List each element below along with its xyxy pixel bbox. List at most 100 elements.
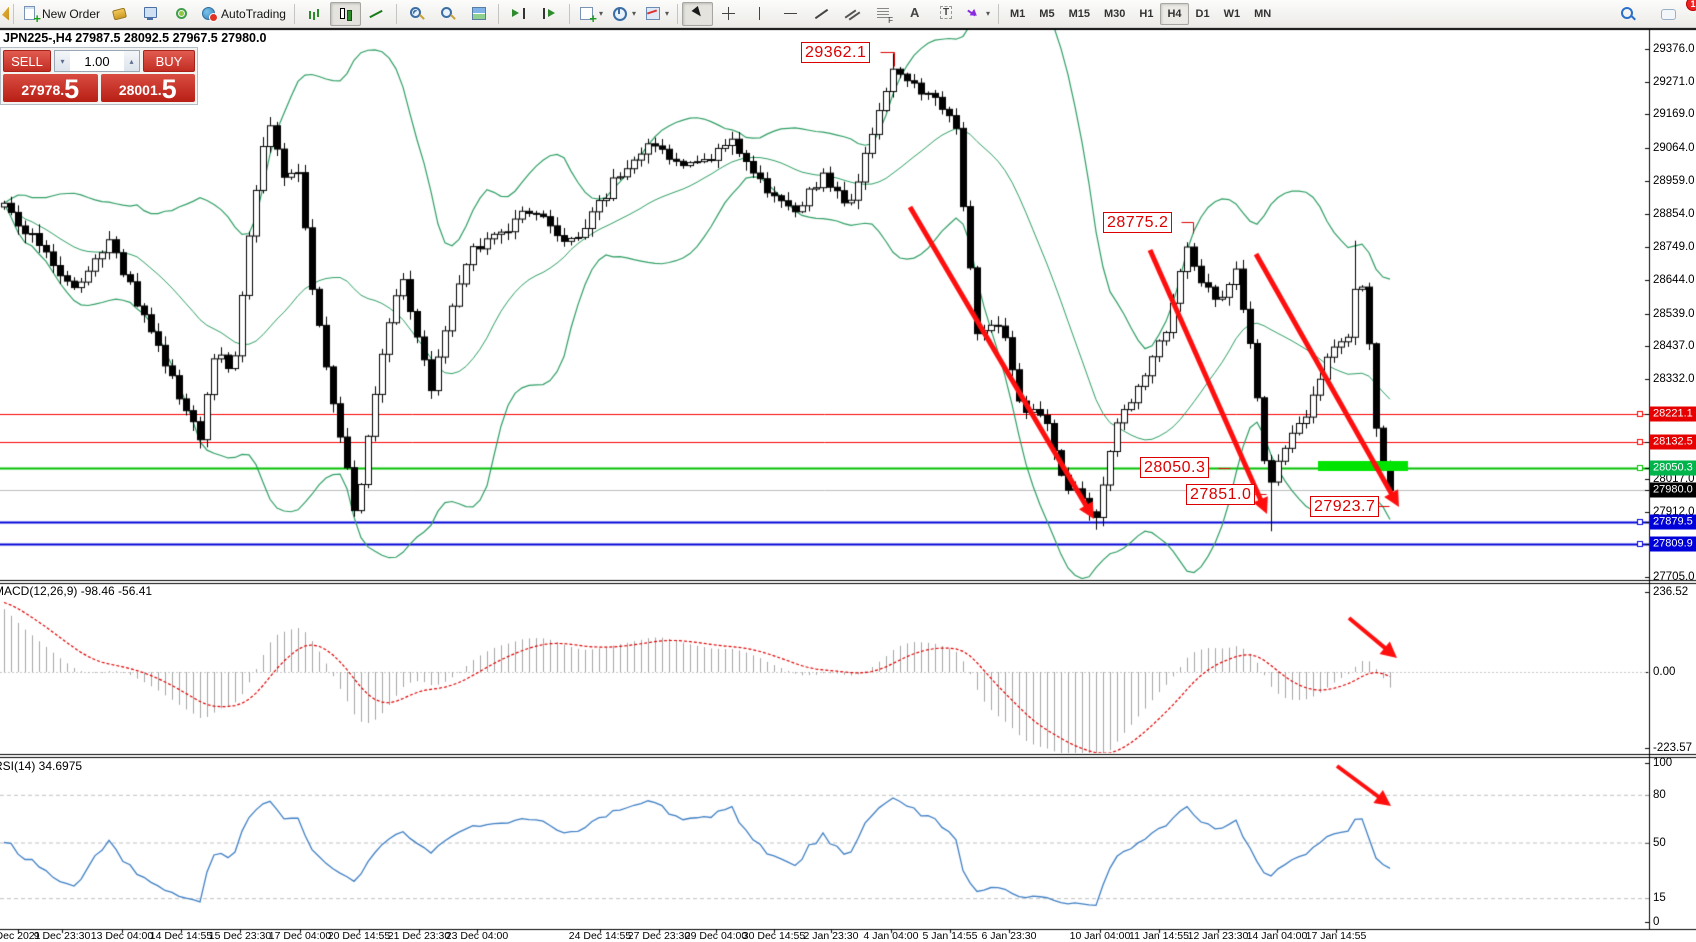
candle-chart-icon [337,5,354,22]
rsi-indicator-label: RSI(14) 34.6975 [0,759,83,773]
timeframe-m30-button[interactable]: M30 [1103,7,1126,20]
equidistant-channel-tool-button[interactable] [837,2,868,26]
signals-button[interactable] [166,2,197,26]
trendline-tool-button[interactable] [806,2,837,26]
arrows-tool-button[interactable]: ▾ [961,2,994,26]
history-button[interactable] [104,2,135,26]
timeframe-d1-button[interactable]: D1 [1195,7,1210,20]
toolbar-button-label: AutoTrading [221,6,286,21]
chart-offset-icon [541,5,558,22]
notifications-button[interactable]: 1 [1653,0,1696,26]
new-chart-button[interactable]: ▾ [574,2,607,26]
bid-price[interactable]: 27978. 5 [3,74,98,104]
shapes-icon [965,5,982,22]
zoom-in-icon [408,5,425,22]
notification-badge: 1 [1686,0,1696,11]
timeframe-mn-button[interactable]: MN [1254,7,1272,20]
auto-scroll-button[interactable] [534,2,565,26]
toolbar-separator [497,3,499,24]
toolbar-separator [677,3,678,24]
timeframe-m15-button[interactable]: M15 [1068,7,1090,20]
clipped-icon [2,6,9,21]
search-button[interactable] [1612,2,1643,26]
chart-shift-icon [510,5,527,22]
line-chart-button[interactable] [361,2,392,26]
bid-price-big-digit: 5 [64,74,80,104]
ask-price-main: 28001. [118,82,162,98]
new-order-button[interactable]: New Order [18,2,104,26]
new-chart-icon [578,5,597,26]
price-annotation-label[interactable]: 27923.7 [1310,496,1380,517]
price-annotation-label[interactable]: 29362.1 [801,42,871,63]
hline-icon [782,5,799,22]
one-click-trade-panel: SELL ▾ ▴ BUY 27978.5 28001.5 [0,47,198,105]
volume-input[interactable] [70,51,124,71]
toolbar-separator [998,3,1000,24]
volume-increase-button[interactable]: ▴ [124,51,139,71]
timeframe-w1-button[interactable]: W1 [1223,7,1241,20]
search-icon [1619,5,1636,22]
line-chart-icon [368,5,385,22]
crosshair-icon [720,5,737,22]
horizontal-line-tool-button[interactable] [775,2,806,26]
bar-chart-icon [306,5,323,22]
toolbar-separator [568,3,570,24]
tile-windows-button[interactable] [463,2,494,26]
market-watch-button[interactable] [135,2,166,26]
period-selector-button[interactable]: ▾ [607,2,640,26]
toolbar-separator [13,3,14,24]
autotrading-button[interactable]: AutoTrading [197,2,290,26]
candlestick-chart-button[interactable] [329,1,361,26]
tile-windows-icon [470,5,487,22]
bid-price-main: 27978. [21,82,65,98]
timeframe-h4-button[interactable]: H4 [1160,2,1189,25]
chart-shift-button[interactable] [503,2,534,26]
volume-spinner: ▾ ▴ [54,50,140,72]
text-icon [906,5,923,22]
timeframe-m1-button[interactable]: M1 [1010,7,1026,20]
sell-button[interactable]: SELL [3,50,51,72]
clock-icon [611,5,628,22]
template-icon [644,5,661,22]
volume-decrease-button[interactable]: ▾ [55,51,70,71]
vertical-line-tool-button[interactable] [744,2,775,26]
bar-chart-button[interactable] [299,2,330,26]
buy-button[interactable]: BUY [143,50,195,72]
main-toolbar: New Order AutoTrading ▾ ▾ ▾ ▾ M1 M5 M15 M30 H1 H4 D… [0,0,1696,28]
vline-icon [751,5,768,22]
coin-icon [111,5,128,22]
crosshair-tool-button[interactable] [713,2,744,26]
template-button[interactable]: ▾ [640,2,673,26]
cursor-icon [689,5,706,22]
cursor-tool-button[interactable] [682,1,713,26]
macd-indicator-label: MACD(12,26,9) -98.46 -56.41 [0,584,153,598]
price-annotation-label[interactable]: 28775.2 [1103,212,1173,233]
toolbar-separator [293,3,295,24]
zoom-out-button[interactable] [432,2,463,26]
monitor-icon [142,5,159,22]
timeframe-bar: M1 M5 M15 M30 H1 H4 D1 W1 MN [1003,2,1278,25]
fibo-icon [875,5,893,25]
ask-price[interactable]: 28001. 5 [100,74,195,104]
price-annotation-label[interactable]: 27851.0 [1186,484,1256,505]
signal-icon [173,5,190,22]
chevron-down-icon: ▾ [631,9,636,18]
doc-plus-icon [22,5,41,26]
chat-icon [1660,5,1677,22]
chart-title: JPN225-,H4 27987.5 28092.5 27967.5 27980… [3,31,267,45]
chevron-down-icon: ▾ [598,9,603,18]
fibonacci-tool-button[interactable] [868,2,899,26]
toolbar-button-label: New Order [42,6,101,21]
ask-price-big-digit: 5 [161,74,177,104]
chevron-down-icon: ▾ [986,9,991,18]
toolbar-separator [395,3,397,24]
zoom-in-button[interactable] [401,2,432,26]
autotrading-icon [201,5,219,22]
channel-icon [844,5,861,22]
timeframe-h1-button[interactable]: H1 [1139,7,1154,20]
text-label-tool-button[interactable] [930,2,961,26]
text-tool-button[interactable] [899,2,930,26]
timeframe-m5-button[interactable]: M5 [1039,7,1055,20]
price-annotation-label[interactable]: 28050.3 [1140,457,1210,478]
